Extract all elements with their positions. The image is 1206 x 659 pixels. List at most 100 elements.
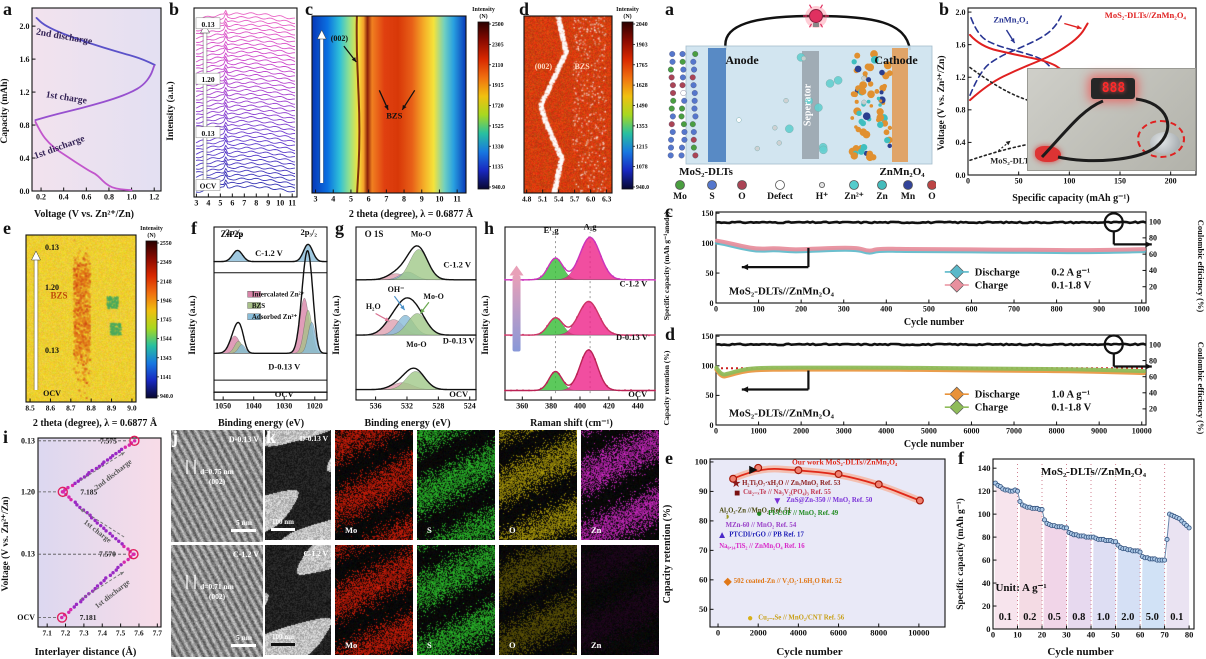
x-tick: 9.0 (127, 404, 137, 413)
annotation-002: (002) (331, 34, 349, 43)
trace-label: OCV (628, 389, 648, 399)
legend-label: BZS (252, 302, 265, 310)
y-tick-right: 20 (1149, 283, 1157, 292)
annotation: Mo-O (411, 230, 431, 239)
rate-label: 1.0 (1097, 612, 1110, 623)
device-photo: 888 (1027, 68, 1196, 171)
x-axis-label: Cycle number (1047, 646, 1114, 658)
x-axis-label: Interlayer distance (Å) (34, 647, 137, 658)
ref-label: Cu₂₋ₓSe // MnO₂/CNT Ref. 56 (758, 614, 845, 621)
plot-area: 7.1 7.2 7.3 7.4 7.5 7.6 7.7 1st discharge 1st ch… (17, 435, 163, 638)
x-tick: 5 (218, 199, 222, 208)
x-tick: 360 (516, 402, 528, 411)
y-tick: 50 (699, 604, 708, 614)
x-tick: 8.6 (46, 404, 56, 413)
x-tick: 7.7 (153, 629, 163, 638)
panel-letter: f (191, 218, 197, 238)
panel-title: Zn 2p (221, 229, 244, 239)
x-tick: 6000 (830, 628, 847, 638)
rate-label: 2.0 (1121, 612, 1134, 623)
x-tick: 3 (194, 199, 198, 208)
x-tick: 528 (432, 402, 444, 411)
panel-raman: h Intensity (a.u.) Raman shift (cm⁻¹) 36… (481, 219, 660, 429)
schematic-area: Anode Cathode Seperator MoS₂-DLTs ZnMn₂O₄ Mo S… (667, 4, 936, 202)
y-tick: 120 (978, 486, 991, 496)
plot-area: 3 4 5 6 7 8 9 10 11 (002) BZS Intensity(N) 2500 2305 2… (311, 7, 505, 204)
y-axis-label: Capacity (mAh) (0, 77, 10, 144)
legend-item-label: Zn²⁺ (844, 192, 863, 202)
colorbar-tick: 1215 (636, 144, 648, 150)
colorbar-tick: 1135 (492, 165, 503, 171)
contour-image (26, 235, 136, 402)
series-label: MoS₂-DLTs//ZnMn₂O₄ (1105, 10, 1187, 20)
voltage-window: 0.1-1.8 V (1051, 403, 1091, 414)
x-axis-label: Raman shift (cm⁻¹) (530, 418, 613, 429)
ref-marker: ◑ (724, 512, 730, 523)
our-work-label: Our work MoS₂-DLTs//ZnMn₂O₄ (792, 457, 898, 466)
panel-letter: b (169, 0, 180, 19)
y-axis-label: Voltage (V vs. Zn²⁺/Zn) (1, 496, 11, 591)
panel-xrd-contour-full: c 2 theta (degree), λ = 0.6877 Å 3 4 5 6 7 8 9… (304, 0, 518, 220)
x-tick: 9 (420, 195, 424, 204)
rate-label: 5.0 (1146, 612, 1159, 623)
colorbar-tick: 1078 (636, 165, 648, 171)
x-tick: 11 (453, 195, 461, 204)
y-tick: 90 (699, 486, 708, 496)
legend-item-label: O (928, 192, 935, 202)
ref-marker: ★ (732, 479, 741, 490)
hrtem-image (171, 545, 263, 657)
y-tick: 0.8 (20, 121, 30, 130)
legend-label: Intercalated Zn²⁺ (252, 291, 305, 299)
panel-letter: g (335, 218, 344, 238)
panel-letter: d (665, 324, 676, 344)
rate-label: 0.2 A g⁻¹ (1051, 267, 1090, 278)
x-tick: 100 (753, 305, 765, 314)
x-tick: 8 (254, 199, 258, 208)
x-tick: 1050 (215, 402, 231, 411)
y-axis-label: Intensity (a.u.) (188, 294, 198, 355)
peak-label: 2p₃/₂ (300, 227, 317, 237)
colorbar-unit: (N) (479, 13, 487, 20)
x-tick: 2000 (793, 427, 809, 436)
colorbar-tick: 2349 (160, 260, 172, 266)
x-tick: 900 (1093, 305, 1105, 314)
trace-label: C-1.2 V (255, 248, 284, 258)
panel-letter: f (958, 448, 964, 468)
panel-letter: a (3, 0, 12, 19)
peak-label: A₁g (584, 222, 598, 232)
x-tick: 30 (1062, 630, 1071, 640)
colorbar-tick: 940.0 (492, 185, 505, 191)
ref-marker: ▶ (748, 465, 758, 476)
x-tick: 5.7 (570, 195, 580, 204)
x-tick: 10000 (908, 628, 929, 638)
x-tick: 7000 (1006, 427, 1022, 436)
y-tick: 0 (710, 421, 714, 430)
panel-letter: e (3, 218, 11, 238)
state-label: 0.13 (21, 436, 35, 445)
colorbar-tick: 1720 (492, 104, 504, 110)
x-tick: 6 (230, 199, 234, 208)
x-tick: 7.4 (98, 629, 108, 638)
colorbar-tick: 1343 (160, 356, 172, 362)
ref-marker: ● (756, 509, 762, 520)
x-tick: 3 (314, 195, 318, 204)
x-tick: 11 (288, 199, 296, 208)
y-tick: 50 (706, 269, 714, 278)
voltage-window: 0.1-1.8 V (1051, 281, 1091, 292)
colorbar-tick: 1353 (636, 124, 648, 130)
y-tick: 60 (982, 555, 991, 565)
x-tick: 380 (545, 402, 557, 411)
y-tick-right: 40 (1149, 266, 1157, 275)
panel-cycling-02A: c Specific capacity (mAh g⁻¹anode) Coulo… (662, 202, 1206, 328)
peak-label: E¹₂g (544, 225, 560, 235)
x-tick: 0.4 (59, 193, 69, 202)
y-axis-label: Intensity (a.u.) (481, 294, 491, 355)
system-label: MoS₂-DLTs//ZnMn₂O₄ (729, 408, 835, 420)
x-tick: 80 (1185, 630, 1194, 640)
plot-area: 0 10 20 30 40 50 60 70 80 0 20 40 60 80 100 120 140 MoS₂-… (978, 458, 1195, 640)
trace-label: D-0.13 V (268, 361, 301, 371)
legend-label: Charge (975, 403, 1009, 414)
ref-label: PI-COF // MnO₂ Ref. 49 (768, 510, 839, 517)
x-tick: 532 (401, 402, 413, 411)
y-axis-label-right: Coulombic efficiency (%) (1196, 341, 1206, 435)
